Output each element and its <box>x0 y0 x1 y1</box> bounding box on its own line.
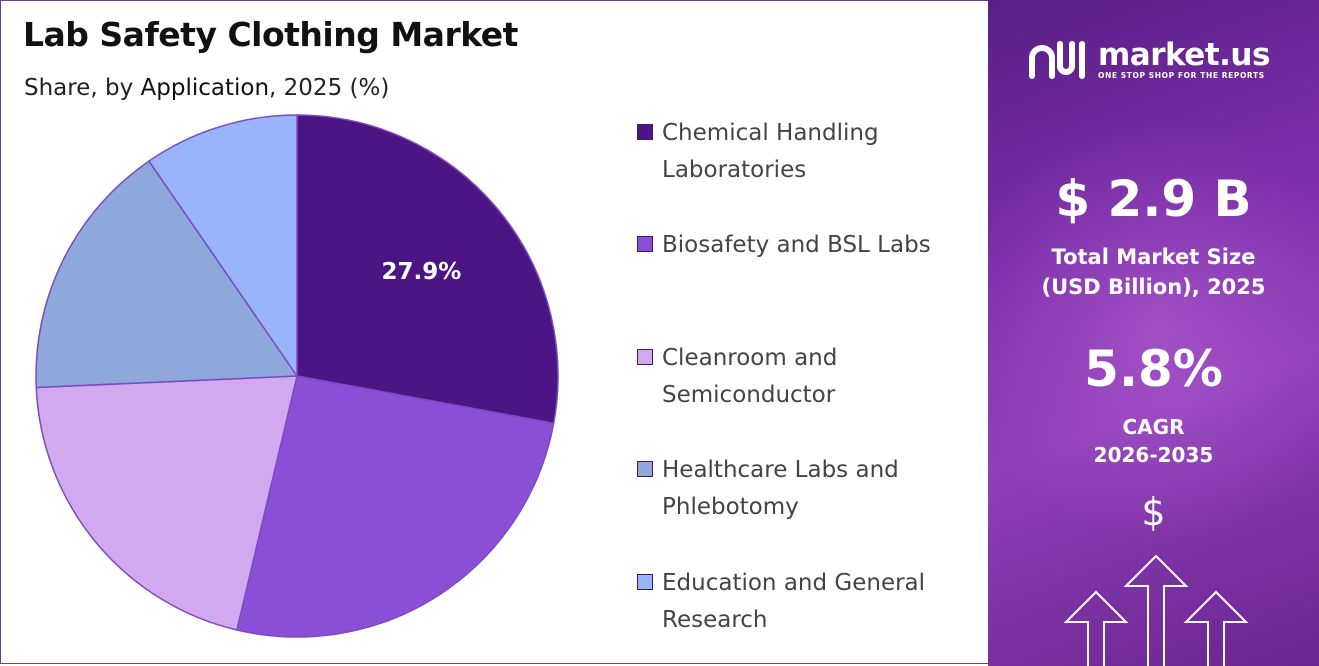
growth-arrows-icon <box>1063 554 1249 666</box>
brand-text: market.us ONE STOP SHOP FOR THE REPORTS <box>1098 39 1270 80</box>
pie-data-label-1: 27.9% <box>381 259 461 285</box>
brand-tagline: ONE STOP SHOP FOR THE REPORTS <box>1098 70 1265 80</box>
legend-label-line1: Cleanroom and <box>662 345 838 371</box>
subtitle-suffix: , 2025 (%) <box>269 75 390 101</box>
legend-swatch <box>637 461 653 477</box>
cagr-label-line2: 2026-2035 <box>1093 443 1214 467</box>
market-size-label-line2: (USD Billion), 2025 <box>1041 275 1266 299</box>
legend-label-line1: Education and General <box>662 570 926 596</box>
dollar-icon: $ <box>1141 490 1166 534</box>
legend-swatch <box>637 124 653 140</box>
cagr-label: CAGR 2026-2035 <box>988 413 1319 469</box>
cagr-value: 5.8% <box>1084 340 1223 398</box>
legend-label-line1: Biosafety and BSL Labs <box>662 232 931 258</box>
market-size-label-line1: Total Market Size <box>1051 245 1256 269</box>
legend-item-cleanroom: Cleanroom and Semiconductor <box>637 340 962 414</box>
subtitle-prefix: Share, by <box>24 75 141 101</box>
legend-item-biosafety: Biosafety and BSL Labs <box>637 227 962 264</box>
pie-slice-4 <box>35 160 299 389</box>
brand-logo: market.us ONE STOP SHOP FOR THE REPORTS <box>1026 36 1270 82</box>
legend-swatch <box>637 349 653 365</box>
pie-slice-5 <box>147 114 298 379</box>
legend-label-line2: Laboratories <box>662 157 807 183</box>
subtitle-strong: Application <box>140 75 270 101</box>
market-us-logo-icon <box>1029 41 1085 79</box>
legend-swatch <box>637 236 653 252</box>
legend-label-line2: Semiconductor <box>662 382 836 408</box>
legend-label: Biosafety and BSL Labs <box>662 227 962 264</box>
legend-item-healthcare: Healthcare Labs and Phlebotomy <box>637 452 962 526</box>
chart-panel: Lab Safety Clothing Market Share, by App… <box>0 0 988 664</box>
stats-sidebar: market.us ONE STOP SHOP FOR THE REPORTS … <box>988 0 1319 666</box>
legend-label: Healthcare Labs and Phlebotomy <box>662 452 962 526</box>
legend-label-line1: Chemical Handling <box>662 120 879 146</box>
pie-slice-1 <box>296 114 559 425</box>
legend-swatch <box>637 574 653 590</box>
background-glow <box>988 120 1319 540</box>
legend-label: Education and General Research <box>662 565 962 639</box>
legend-label-line2: Phlebotomy <box>662 494 799 520</box>
pie-slice-3 <box>35 375 298 631</box>
chart-title: Lab Safety Clothing Market <box>23 15 518 54</box>
legend-item-chemical-handling: Chemical Handling Laboratories <box>637 115 962 189</box>
legend-label: Cleanroom and Semiconductor <box>662 340 962 414</box>
pie-slice-2 <box>235 375 555 638</box>
market-size-label: Total Market Size (USD Billion), 2025 <box>988 242 1319 302</box>
legend-label-line2: Research <box>662 607 768 633</box>
cagr-label-line1: CAGR <box>1122 415 1185 439</box>
chart-subtitle: Share, by Application, 2025 (%) <box>24 75 389 101</box>
pie-chart: 27.9% <box>35 114 559 638</box>
legend-label: Chemical Handling Laboratories <box>662 115 962 189</box>
market-size-value: $ 2.9 B <box>1055 170 1252 228</box>
legend-item-education: Education and General Research <box>637 565 962 639</box>
legend-label-line1: Healthcare Labs and <box>662 457 899 483</box>
brand-name: market.us <box>1098 36 1270 73</box>
